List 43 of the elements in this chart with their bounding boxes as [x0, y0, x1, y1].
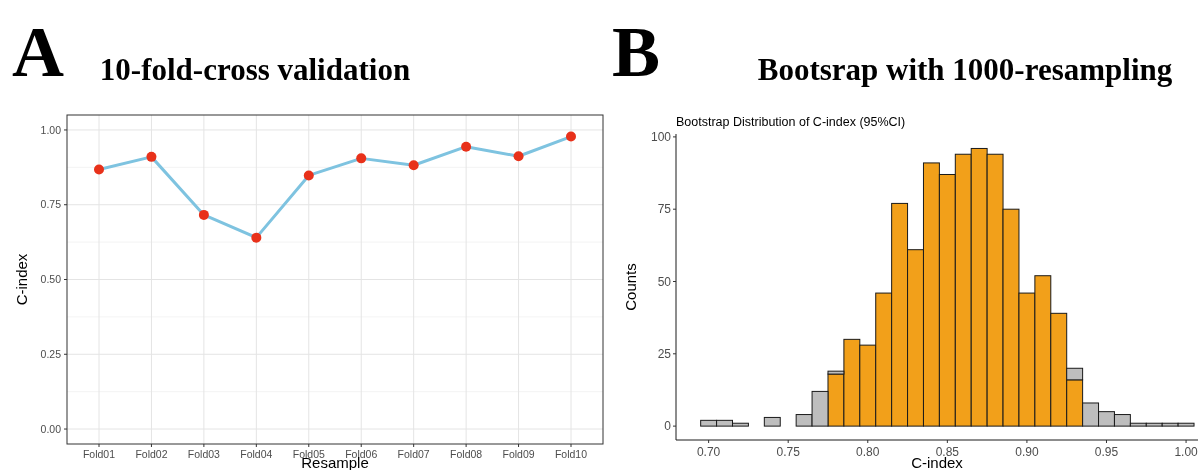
point: [513, 151, 524, 162]
y-tick-label: 0.25: [40, 347, 62, 360]
y-tick-label: 100: [650, 130, 672, 145]
x-tick-label: 0.90: [1015, 445, 1039, 459]
y-tick-label: 0.75: [40, 198, 62, 211]
point: [356, 153, 367, 164]
y-tick-label: 0.00: [40, 422, 62, 435]
x-tick-label: Fold07: [397, 448, 430, 460]
x-tick-label: 0.80: [856, 445, 880, 459]
chart-title: Bootsrap with 1000-resampling: [757, 52, 1173, 87]
x-tick-label: Fold09: [502, 448, 535, 460]
point: [303, 170, 314, 181]
point: [566, 131, 576, 142]
y-axis-title: Counts: [622, 263, 639, 311]
x-tick-label: 0.95: [1094, 445, 1119, 459]
point: [408, 160, 419, 171]
chart-title: 10-fold-cross validation: [99, 52, 411, 87]
y-axis-title: C-index: [13, 253, 30, 306]
x-tick-label: Fold02: [135, 448, 168, 460]
y-tick-label: 1.00: [40, 123, 62, 136]
x-tick-label: Fold01: [82, 448, 116, 460]
x-tick-label: Fold03: [187, 448, 221, 460]
x-tick-label: 0.70: [696, 445, 721, 459]
y-tick-label: 50: [657, 274, 672, 289]
x-tick-label: Fold04: [240, 448, 273, 460]
x-tick-label: Fold10: [554, 448, 588, 460]
x-tick-label: 0.75: [776, 445, 801, 459]
point: [146, 151, 157, 162]
point: [461, 141, 472, 152]
y-tick-label: 25: [657, 347, 672, 362]
x-tick-label: 0.85: [935, 445, 960, 459]
x-tick-label: Fold08: [450, 448, 483, 460]
text: A: [12, 12, 64, 92]
point: [94, 164, 104, 175]
y-tick-label: 75: [657, 202, 672, 217]
x-tick-label: 1.00: [1174, 445, 1199, 459]
point: [198, 209, 209, 220]
text: B: [612, 12, 661, 92]
point: [251, 232, 262, 243]
bar: [763, 416, 781, 427]
y-tick-label: 0.50: [40, 273, 62, 286]
chart-subtitle: Bootstrap Distribution of C-index (95%CI): [676, 115, 906, 129]
y-tick-label: 0: [664, 419, 672, 434]
